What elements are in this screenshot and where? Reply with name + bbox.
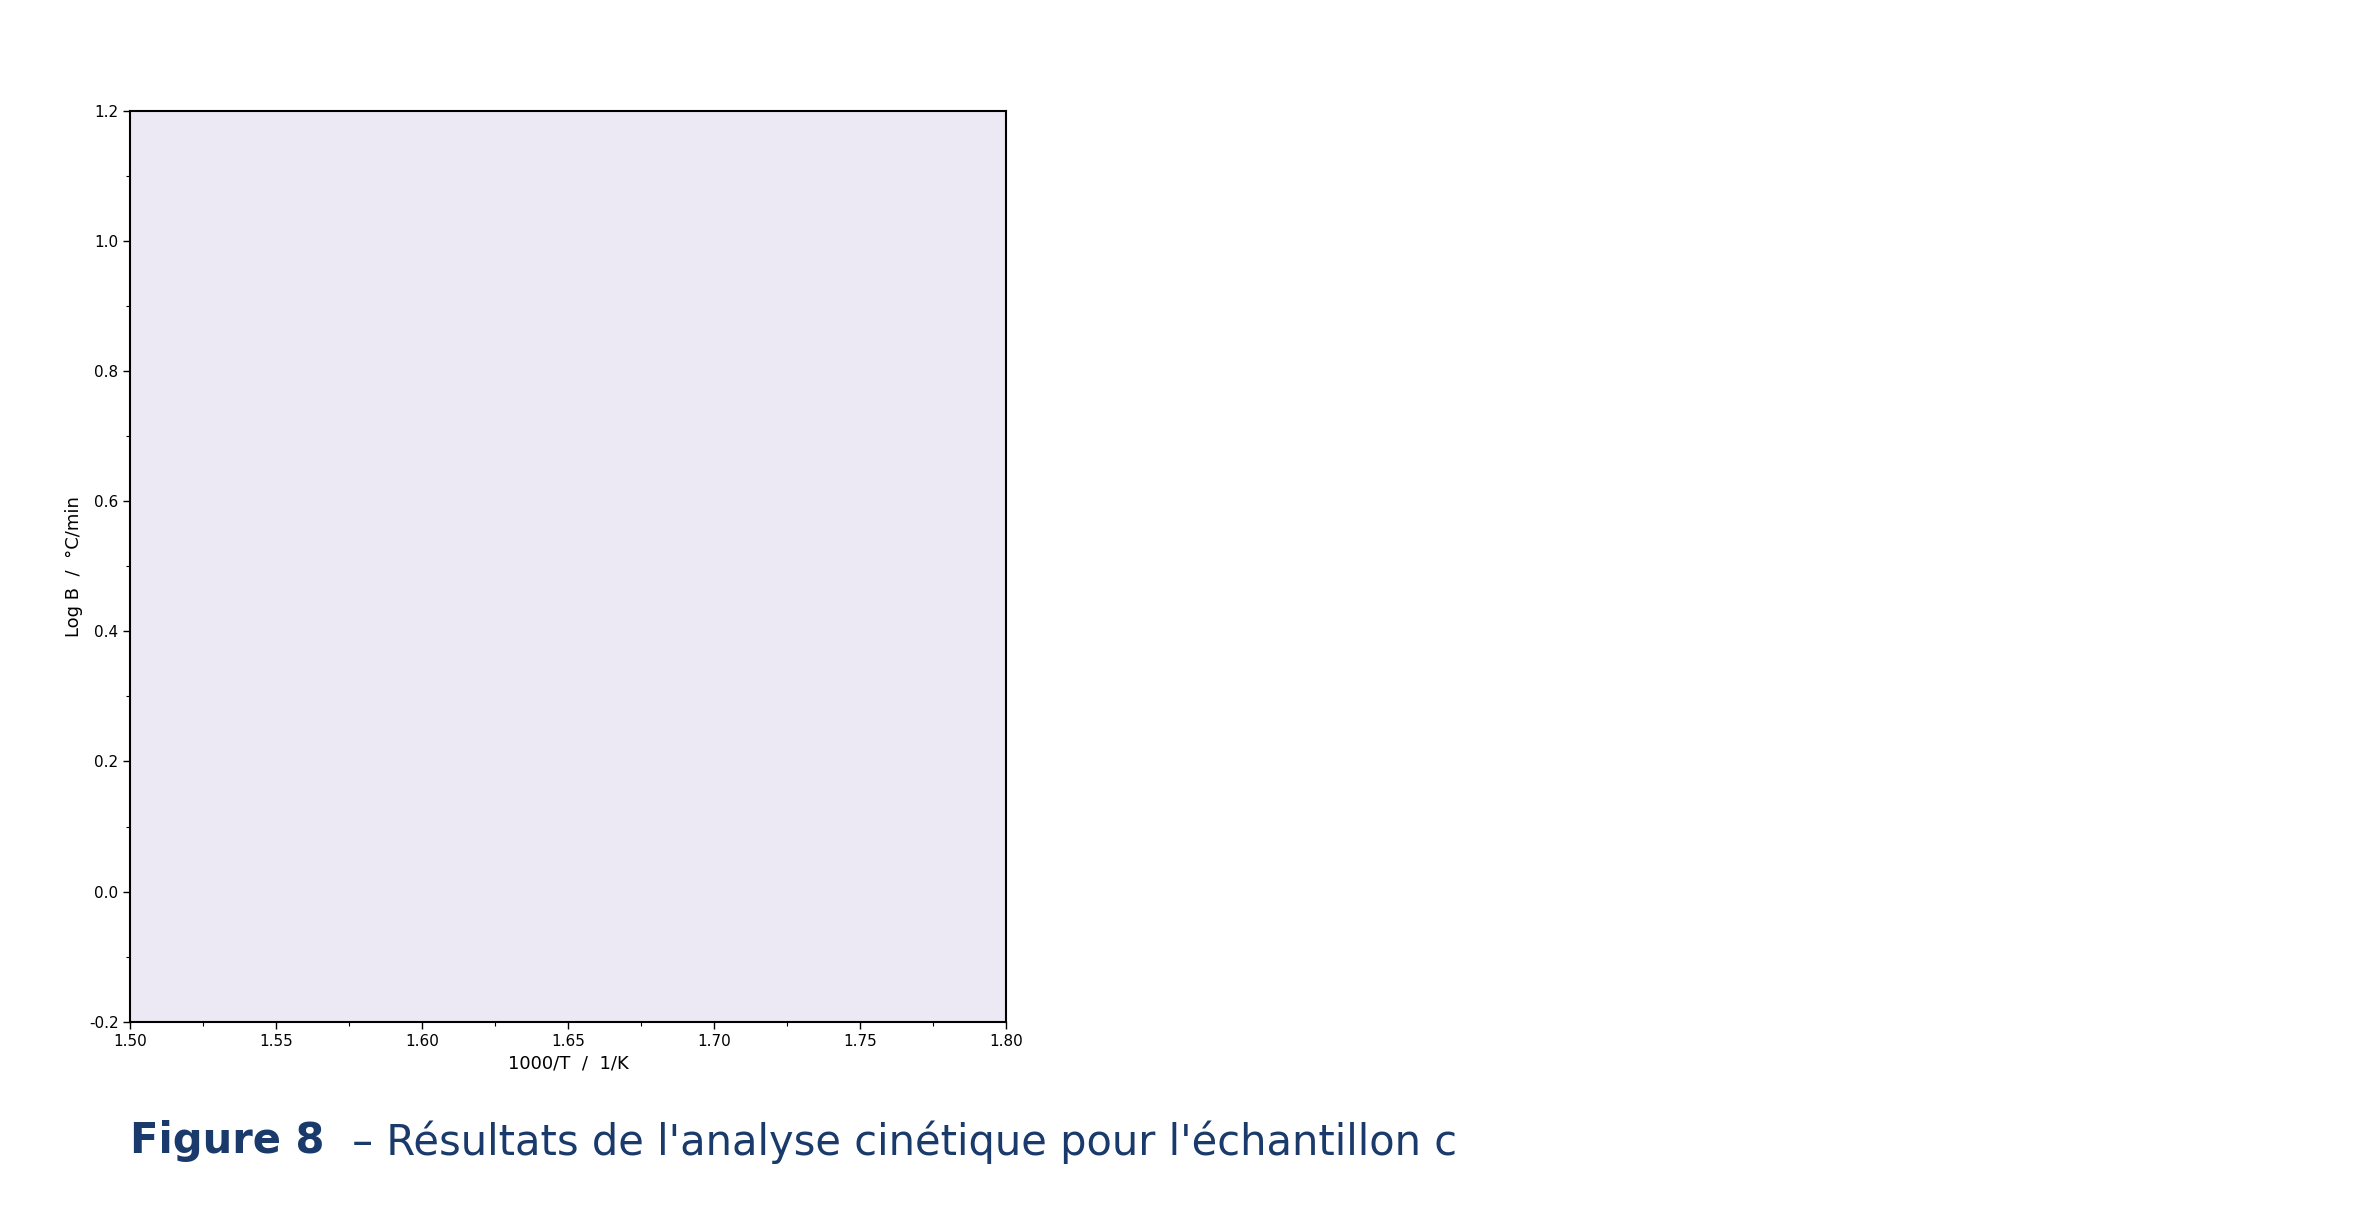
- Text: Figure 8: Figure 8: [130, 1120, 324, 1162]
- Y-axis label: Log B  /  °C/min: Log B / °C/min: [66, 496, 83, 636]
- X-axis label: 1000/T  /  1/K: 1000/T / 1/K: [509, 1054, 628, 1072]
- Text: – Résultats de l'analyse cinétique pour l'échantillon c: – Résultats de l'analyse cinétique pour …: [339, 1120, 1456, 1163]
